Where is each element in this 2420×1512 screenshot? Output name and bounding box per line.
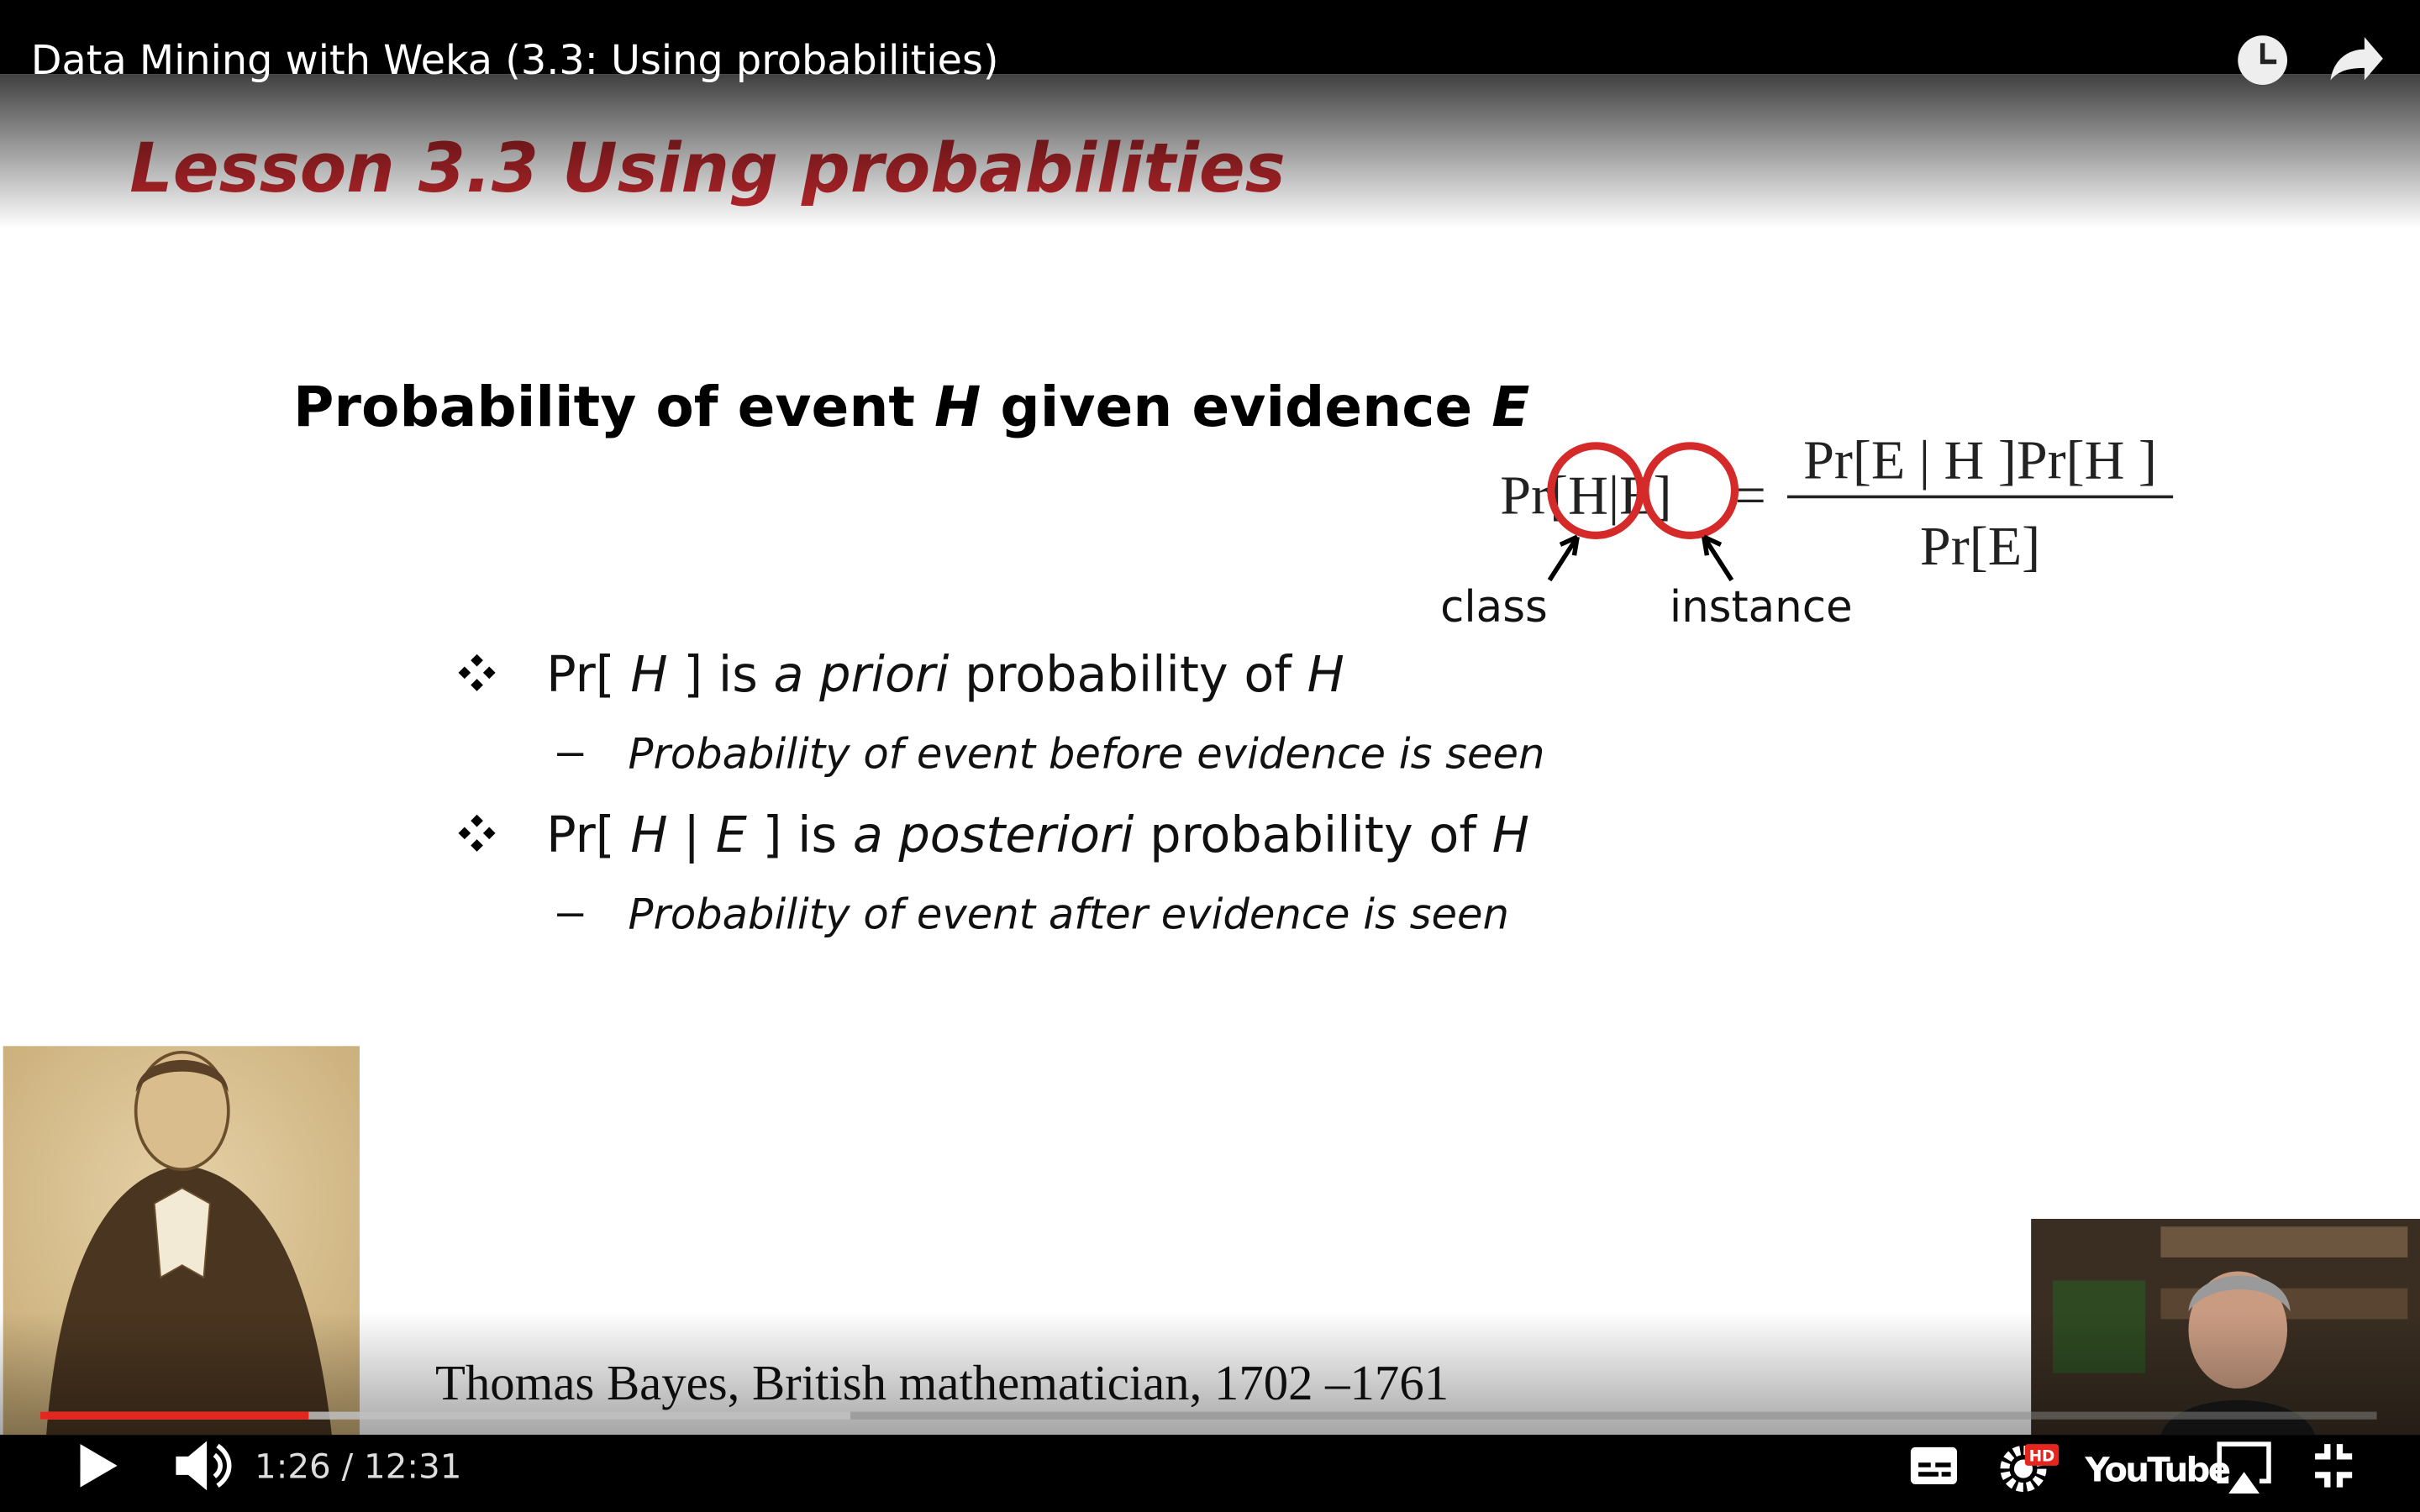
text-segment: H xyxy=(630,645,667,703)
played-bar xyxy=(39,1411,309,1420)
text-segment: probability of xyxy=(949,645,1307,703)
slide-background xyxy=(0,0,2420,1436)
text-segment: given evidence xyxy=(981,375,1491,439)
bullet-diamond xyxy=(471,654,483,667)
arrow xyxy=(1702,534,1734,582)
text-segment: E xyxy=(1491,375,1529,439)
text-segment: a posteriori xyxy=(853,806,1134,864)
bullet-diamond xyxy=(471,679,483,691)
bullet-text: Pr[ H ] is a priori probability of H xyxy=(546,645,1344,703)
text-segment: Probability of event xyxy=(293,375,934,439)
text-segment: Pr[ xyxy=(546,645,630,703)
bullet-text: Pr[ H | E ] is a posteriori probability … xyxy=(546,806,1529,864)
text-segment: probability of xyxy=(1134,806,1492,864)
settings-button[interactable]: HD xyxy=(2000,1444,2060,1493)
exit-fullscreen-button[interactable] xyxy=(2315,1444,2353,1488)
text-segment: ] is xyxy=(668,645,774,703)
play-button[interactable] xyxy=(80,1444,118,1488)
text-segment: H xyxy=(934,375,981,439)
bullet-list: Pr[ H ] is a priori probability of H Prob… xyxy=(458,645,1545,939)
youtube-logo[interactable]: YouTube xyxy=(2084,1449,2232,1489)
text-segment: H xyxy=(1492,806,1529,864)
buffered-bar xyxy=(39,1411,851,1420)
arrow xyxy=(1547,534,1580,582)
text-segment: H xyxy=(1307,645,1344,703)
bullet-diamond xyxy=(482,827,496,840)
subtitles-button[interactable] xyxy=(1910,1446,1957,1484)
bullet-marker xyxy=(458,654,496,691)
watch-later-button[interactable] xyxy=(2238,35,2288,86)
text-segment: E xyxy=(716,806,748,864)
bullet-diamond xyxy=(471,839,483,852)
volume-button[interactable] xyxy=(176,1441,232,1491)
bullet-marker xyxy=(458,814,496,852)
hd-badge: HD xyxy=(2029,1447,2055,1465)
class-label: class xyxy=(1440,582,1548,633)
bullet-diamond xyxy=(458,666,471,680)
highlight-circle xyxy=(1547,442,1645,539)
share-button[interactable] xyxy=(2330,37,2383,81)
top-gradient xyxy=(0,74,2420,228)
formula-equals: = xyxy=(1734,465,1765,527)
formula: Pr[H|E] = Pr[E | H ]Pr[H ] Pr[E] class i… xyxy=(1440,429,2174,633)
airplay-button[interactable] xyxy=(2217,1441,2271,1494)
sub-bullet-text: Probability of event after evidence is s… xyxy=(629,890,1509,939)
time-display: 1:26 / 12:31 xyxy=(255,1446,461,1487)
text-segment: a priori xyxy=(774,645,950,703)
top-bar xyxy=(0,0,2420,75)
text-segment: H xyxy=(630,806,667,864)
instance-label: instance xyxy=(1670,582,1853,633)
progress-track[interactable] xyxy=(39,1411,2377,1420)
text-segment: Pr[ xyxy=(546,806,630,864)
bullet-diamond xyxy=(458,827,471,840)
formula-denominator: Pr[E] xyxy=(1920,516,2040,577)
slide-heading: Probability of event H given evidence E xyxy=(293,375,1529,439)
sub-bullet-text: Probability of event before evidence is … xyxy=(629,730,1545,779)
video-title[interactable]: Data Mining with Weka (3.3: Using probab… xyxy=(31,38,999,84)
formula-numerator: Pr[E | H ]Pr[H ] xyxy=(1803,429,2157,491)
bullet-diamond xyxy=(482,666,496,680)
bullet-diamond xyxy=(471,814,483,827)
highlight-circle xyxy=(1641,442,1739,539)
text-segment: ] is xyxy=(747,806,853,864)
text-segment: | xyxy=(668,806,716,864)
